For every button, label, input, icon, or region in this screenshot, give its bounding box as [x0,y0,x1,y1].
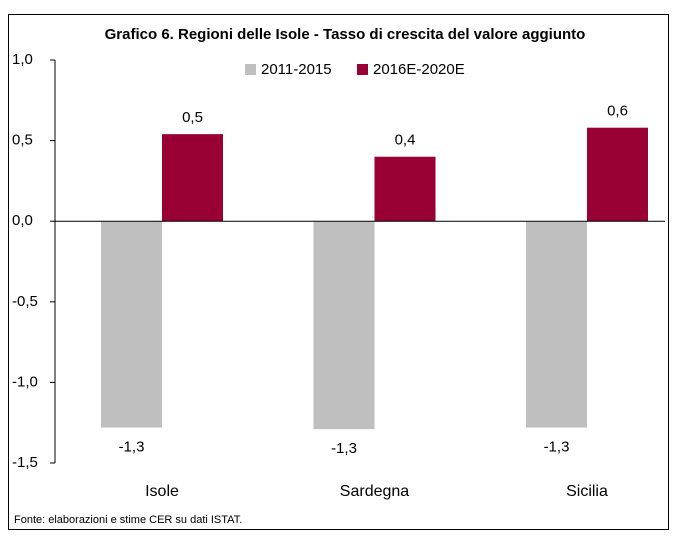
y-tick-label: 0,5 [12,132,33,149]
legend-swatch [245,64,256,75]
value-label: -1,3 [331,440,357,457]
value-label: -1,3 [119,439,145,456]
bar [162,134,223,222]
chart-frame [8,14,669,530]
bar [374,156,436,222]
x-tick-label: Isole [145,483,179,500]
bar [101,221,162,428]
legend-label: 2016E-2020E [373,61,465,78]
legend-swatch [357,64,368,75]
bar [587,127,648,222]
x-tick-label: Sardegna [340,483,409,500]
y-tick-label: -0,5 [12,293,38,310]
chart-title: Grafico 6. Regioni delle Isole - Tasso d… [105,26,586,43]
value-label: 0,5 [182,109,203,126]
value-label: 0,6 [607,103,628,120]
value-label: -1,3 [544,439,570,456]
y-tick-label: 0,0 [12,212,33,229]
y-tick-label: 1,0 [12,51,33,68]
bar [526,221,587,428]
bar [313,221,375,430]
x-tick-label: Sicilia [566,483,608,500]
y-tick-label: -1,0 [12,373,38,390]
value-label: 0,4 [395,132,416,149]
legend-label: 2011-2015 [261,61,332,78]
source-note: Fonte: elaborazioni e stime CER su dati … [14,514,242,526]
y-tick-label: -1,5 [12,454,38,471]
